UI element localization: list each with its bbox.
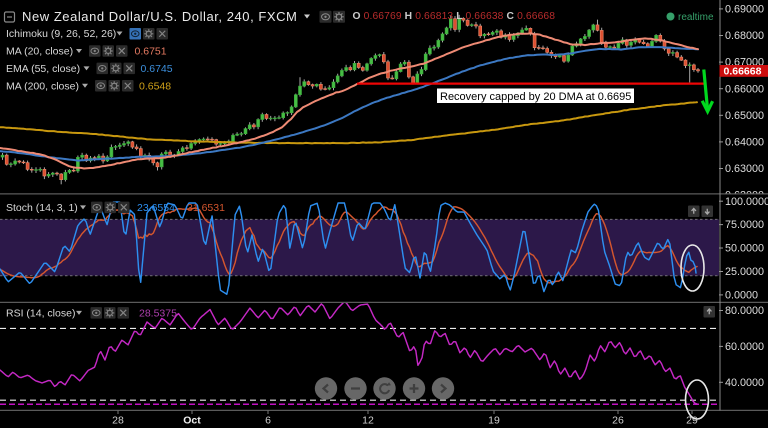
svg-text:23.6554: 23.6554 [137,202,175,214]
svg-text:0.66668: 0.66668 [724,65,762,77]
svg-text:100.0000: 100.0000 [725,196,768,208]
svg-text:28.5375: 28.5375 [139,308,177,320]
svg-text:19: 19 [488,415,500,427]
svg-text:New Zealand Dollar/U.S. Dollar: New Zealand Dollar/U.S. Dollar, 240, FXC… [22,9,297,24]
svg-text:Recovery capped by 20 DMA at 0: Recovery capped by 20 DMA at 0.6695 [440,91,631,103]
svg-text:31.6531: 31.6531 [187,202,225,214]
svg-text:0.6548: 0.6548 [139,80,171,92]
svg-text:0.6751: 0.6751 [135,46,167,58]
svg-text:0.66000: 0.66000 [725,83,764,95]
svg-text:80.0000: 80.0000 [725,305,764,317]
svg-text:60.0000: 60.0000 [725,341,764,353]
svg-text:O 0.66769 H 0.66813 L 0.66638: O 0.66769 H 0.66813 L 0.66638 C 0.66668 [353,11,556,22]
svg-text:0.65000: 0.65000 [725,110,764,122]
svg-text:EMA (55, close): EMA (55, close) [6,63,80,75]
svg-text:0.0000: 0.0000 [725,290,758,302]
svg-text:Ichimoku (9, 26, 52, 26): Ichimoku (9, 26, 52, 26) [6,28,116,40]
svg-text:6: 6 [265,415,271,427]
svg-text:29: 29 [686,415,698,427]
svg-text:RSI (14, close): RSI (14, close) [6,308,75,320]
svg-text:MA (200, close): MA (200, close) [6,80,79,92]
svg-text:0.6745: 0.6745 [141,63,173,75]
svg-text:MA (20, close): MA (20, close) [6,46,73,58]
svg-text:28: 28 [112,415,124,427]
svg-text:0.68000: 0.68000 [725,30,764,42]
svg-text:0.64000: 0.64000 [725,137,764,149]
svg-text:12: 12 [362,415,374,427]
svg-text:realtime: realtime [678,12,714,23]
svg-text:75.0000: 75.0000 [725,219,764,231]
svg-text:0.63000: 0.63000 [725,163,764,175]
svg-text:40.0000: 40.0000 [725,377,764,389]
svg-text:25.0000: 25.0000 [725,266,764,278]
svg-text:0.69000: 0.69000 [725,4,764,16]
svg-text:26: 26 [612,415,624,427]
svg-text:Oct: Oct [183,415,201,427]
svg-text:50.0000: 50.0000 [725,243,764,255]
svg-text:0.62000: 0.62000 [725,190,764,202]
svg-text:Stoch (14, 3, 1): Stoch (14, 3, 1) [6,202,78,214]
